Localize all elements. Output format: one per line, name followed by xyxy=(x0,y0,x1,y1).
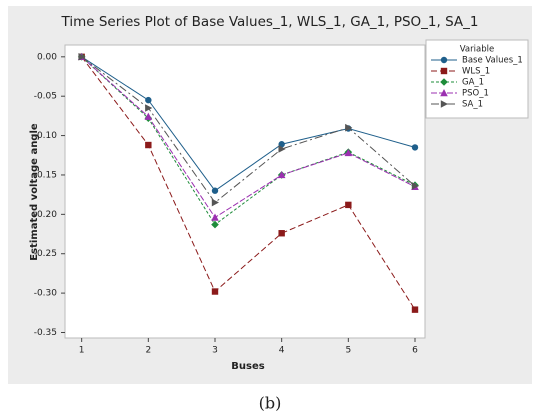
marker xyxy=(211,198,219,207)
x-tick-label: 4 xyxy=(279,346,285,356)
caption: (b) xyxy=(259,394,282,413)
marker xyxy=(211,220,219,229)
marker xyxy=(144,112,153,120)
marker xyxy=(345,123,353,132)
y-tick-label: -0.20 xyxy=(34,210,58,220)
series-line xyxy=(81,56,416,310)
x-tick-label: 1 xyxy=(79,346,85,356)
marker xyxy=(211,213,219,221)
y-axis-label: Estimated voltage angle xyxy=(29,123,40,261)
marker xyxy=(440,67,448,75)
legend-label: Base Values_1 xyxy=(462,56,523,66)
legend-title: Variable xyxy=(460,45,494,55)
y-tick-label: -0.10 xyxy=(34,131,58,141)
marker xyxy=(345,201,352,209)
marker xyxy=(277,170,286,179)
legend-label: WLS_1 xyxy=(462,67,490,77)
marker xyxy=(145,104,153,112)
chart-title: Time Series Plot of Base Values_1, WLS_1… xyxy=(61,14,479,30)
marker xyxy=(440,56,448,64)
marker xyxy=(440,89,448,97)
series-line xyxy=(81,56,416,219)
marker xyxy=(440,100,448,108)
marker xyxy=(278,230,285,237)
marker xyxy=(145,96,152,104)
marker xyxy=(411,182,419,190)
marker xyxy=(344,148,353,157)
y-tick-label: -0.15 xyxy=(34,170,57,180)
marker xyxy=(278,145,286,153)
y-tick-label: 0.00 xyxy=(37,52,57,62)
series-line xyxy=(81,56,416,192)
y-tick-label: -0.35 xyxy=(34,328,57,338)
x-tick-label: 6 xyxy=(412,346,418,356)
marker xyxy=(78,53,86,61)
marker xyxy=(211,187,219,194)
marker xyxy=(211,288,219,295)
marker xyxy=(145,141,152,149)
plot-area xyxy=(64,44,426,339)
series-line xyxy=(81,56,416,204)
marker xyxy=(440,78,448,86)
x-tick-label: 2 xyxy=(145,346,151,356)
marker xyxy=(278,141,285,148)
y-tick-label: -0.25 xyxy=(34,249,57,259)
x-axis-label: Buses xyxy=(231,361,264,372)
x-tick-label: 5 xyxy=(345,346,351,356)
x-tick-label: 3 xyxy=(212,346,218,356)
series-line xyxy=(81,56,416,226)
legend-label: PSO_1 xyxy=(462,89,489,99)
marker xyxy=(411,144,419,151)
legend-label: SA_1 xyxy=(462,100,483,110)
y-tick-label: -0.05 xyxy=(34,92,57,102)
y-tick-label: -0.30 xyxy=(34,289,58,299)
legend-label: GA_1 xyxy=(462,78,484,88)
marker xyxy=(411,306,419,313)
